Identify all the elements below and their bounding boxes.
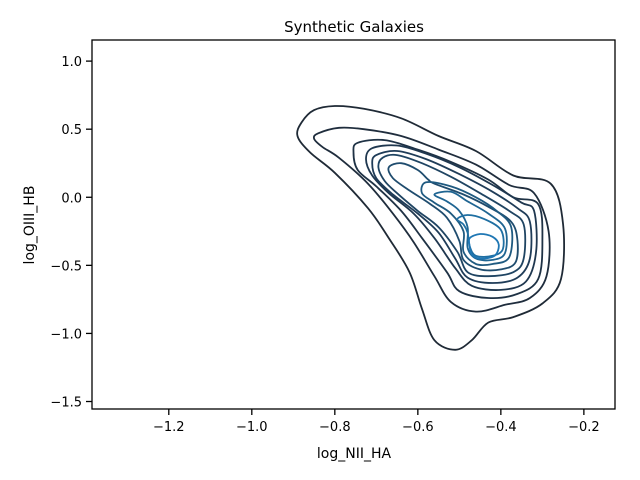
contour-level-11 [467,233,500,260]
x-tick-label: −0.4 [485,420,517,435]
x-tick-label: −0.6 [402,420,434,435]
y-axis-label: log_OIII_HB [22,186,38,265]
x-tick-label: −0.8 [319,420,351,435]
x-tick-label: −1.2 [153,420,185,435]
chart-title: Synthetic Galaxies [284,18,424,36]
y-tick-label: 1.0 [61,55,82,70]
contour-level-1 [296,105,566,351]
y-tick-label: 0.5 [61,123,82,138]
contour-level-8 [420,181,514,267]
contour-level-10 [456,214,505,258]
x-tick-label: −1.0 [236,420,268,435]
contour-level-9 [433,190,508,262]
contour-level-3 [352,138,544,299]
contour-group [296,105,566,351]
contour-level-5 [371,149,533,284]
x-axis: −1.2 −1.0 −0.8 −0.6 −0.4 −0.2 [153,409,600,435]
x-tick-label: −0.2 [568,420,600,435]
y-tick-label: −0.5 [50,259,82,274]
y-tick-label: −1.5 [50,396,82,411]
y-axis: 1.0 0.5 0.0 −0.5 −1.0 −1.5 [50,55,92,411]
contour-level-7 [387,162,519,272]
y-tick-label: 0.0 [61,191,82,206]
plot-frame [91,39,616,410]
contour-level-2 [312,126,551,313]
x-axis-label: log_NII_HA [317,446,392,462]
contour-level-6 [377,153,527,278]
y-tick-label: −1.0 [50,327,82,342]
contour-level-4 [365,144,538,291]
